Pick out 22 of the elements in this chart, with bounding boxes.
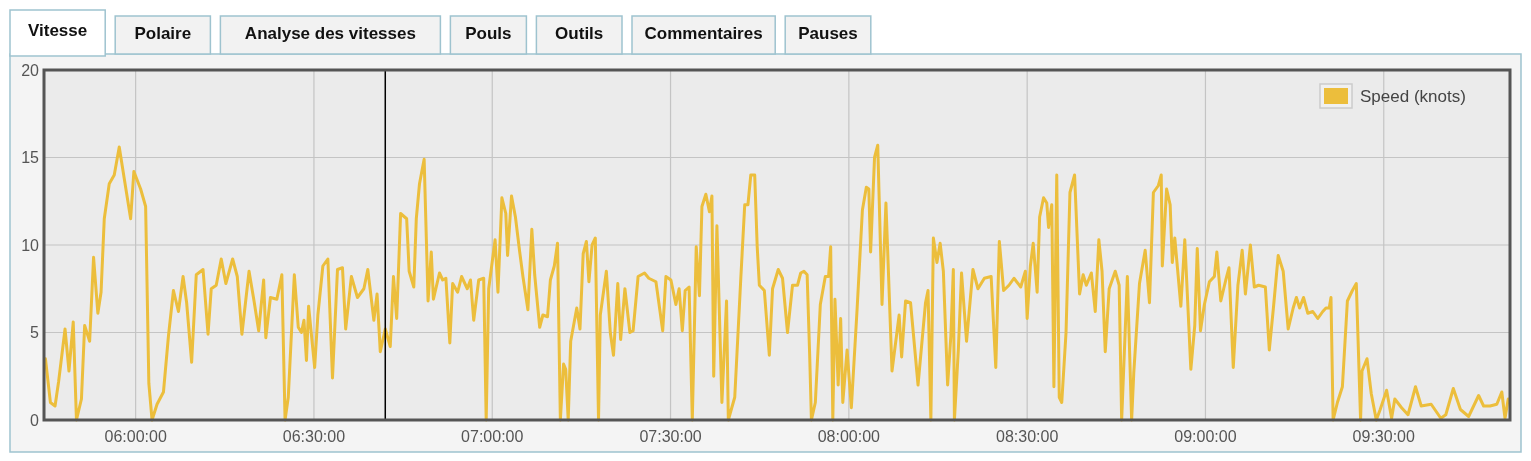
x-tick-label: 07:30:00 <box>639 428 702 445</box>
legend-label: Speed (knots) <box>1360 86 1466 106</box>
text: Analyse des vitesses <box>244 24 416 43</box>
x-tick-label: 06:00:00 <box>104 428 167 445</box>
text: Commentaires <box>644 24 763 43</box>
text: Outils <box>555 24 604 43</box>
x-tick-label: 09:30:00 <box>1352 428 1415 445</box>
x-tick-label: 08:30:00 <box>996 428 1059 445</box>
line-series <box>44 143 1510 422</box>
text: Pauses <box>798 24 858 43</box>
y-tick-label: 0 <box>30 411 40 429</box>
text: Polaire <box>134 24 192 43</box>
y-tick-label: 15 <box>21 149 40 167</box>
x-tick-label: 09:00:00 <box>1174 428 1237 445</box>
text: Pouls <box>465 24 512 43</box>
y-tick-label: 5 <box>30 324 40 342</box>
x-tick-label: 08:00:00 <box>817 428 881 445</box>
y-tick-label: 20 <box>21 61 40 79</box>
y-tick-label: 10 <box>21 236 40 254</box>
text: Vitesse <box>27 21 88 40</box>
x-tick-label: 06:30:00 <box>282 428 346 445</box>
x-tick-label: 07:00:00 <box>461 428 524 445</box>
